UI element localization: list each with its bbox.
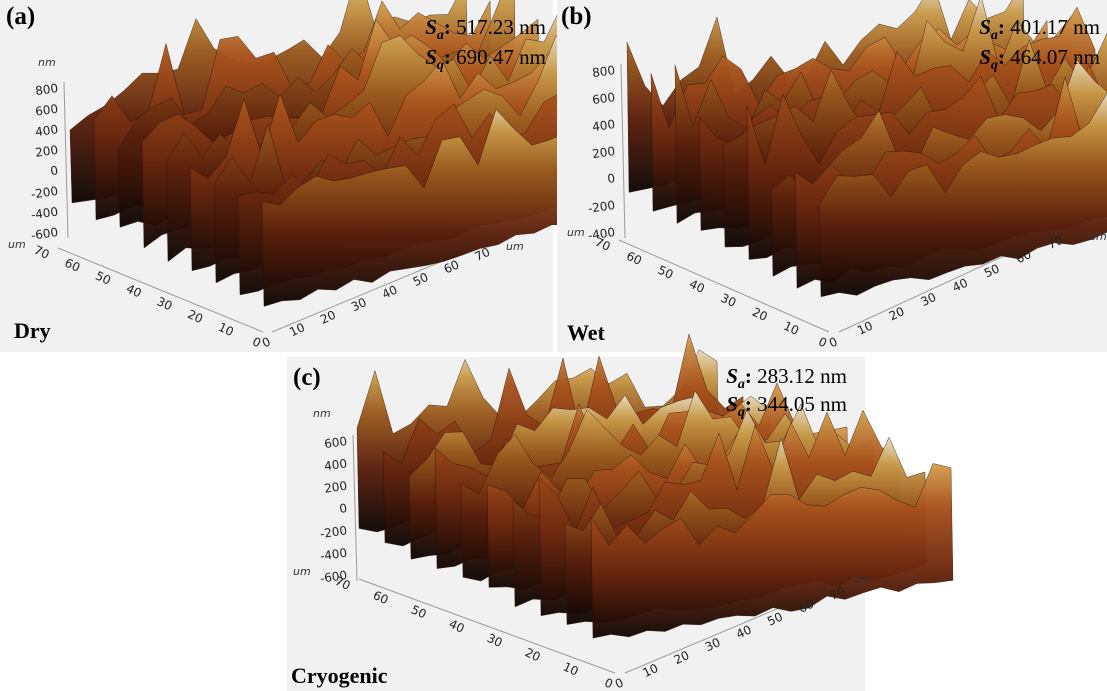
- roughness-separator: :: [998, 15, 1005, 39]
- condition-label: Cryogenic: [291, 663, 388, 688]
- roughness-symbol: S: [425, 15, 437, 39]
- roughness-number: 401.17 nm: [1005, 15, 1100, 39]
- axis-unit: um: [8, 238, 26, 251]
- roughness-subscript: q: [437, 58, 444, 73]
- axis-unit: um: [1089, 230, 1107, 243]
- roughness-symbol: S: [979, 15, 991, 39]
- condition-label: Wet: [567, 320, 606, 345]
- roughness-symbol: S: [425, 45, 437, 69]
- roughness-separator: :: [444, 15, 451, 39]
- roughness-number: 690.47 nm: [451, 45, 546, 69]
- roughness-value: Sa: 401.17 nm: [979, 15, 1100, 43]
- roughness-value: Sa: 517.23 nm: [425, 15, 546, 43]
- axis-unit: um: [293, 565, 311, 578]
- roughness-number: 464.07 nm: [1005, 45, 1100, 69]
- roughness-separator: :: [745, 364, 752, 388]
- z-unit: nm: [38, 56, 56, 69]
- roughness-value: Sq: 344.05 nm: [726, 392, 847, 420]
- roughness-symbol: S: [726, 364, 738, 388]
- panel-label: (a): [6, 3, 35, 30]
- figure: (a)Sa: 517.23 nmSq: 690.47 nmDrynm800600…: [0, 0, 1107, 691]
- roughness-number: 283.12 nm: [752, 364, 847, 388]
- roughness-number: 517.23 nm: [451, 15, 546, 39]
- panel-label: (c): [293, 364, 321, 391]
- roughness-symbol: S: [979, 45, 991, 69]
- roughness-value: Sq: 690.47 nm: [425, 45, 546, 73]
- panel-label: (b): [561, 3, 592, 30]
- roughness-subscript: a: [991, 28, 998, 43]
- roughness-separator: :: [998, 45, 1005, 69]
- roughness-value: Sq: 464.07 nm: [979, 45, 1100, 73]
- roughness-symbol: S: [726, 392, 738, 416]
- z-unit: nm: [313, 407, 331, 420]
- roughness-separator: :: [745, 392, 752, 416]
- roughness-value: Sa: 283.12 nm: [726, 364, 847, 392]
- roughness-subscript: a: [738, 377, 745, 392]
- roughness-subscript: q: [991, 58, 998, 73]
- axis-unit: um: [567, 226, 585, 239]
- roughness-number: 344.05 nm: [752, 392, 847, 416]
- axis-unit: um: [506, 240, 524, 253]
- condition-label: Dry: [14, 318, 51, 343]
- roughness-subscript: a: [437, 28, 444, 43]
- roughness-separator: :: [444, 45, 451, 69]
- panel: (c)Sa: 283.12 nmSq: 344.05 nmCryogenicnm…: [287, 334, 953, 691]
- axis-unit: um: [853, 573, 871, 586]
- roughness-subscript: q: [738, 405, 745, 420]
